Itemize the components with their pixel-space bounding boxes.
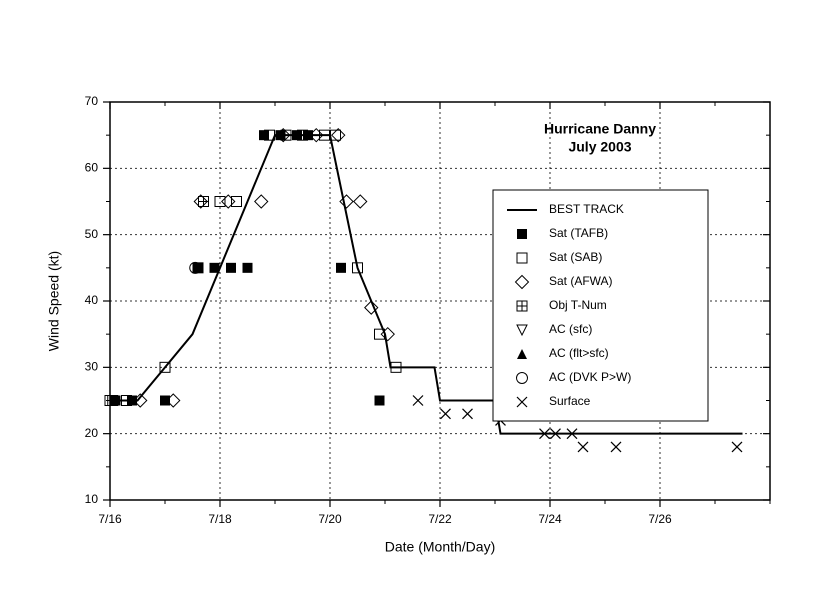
marker-filled-square <box>226 263 236 273</box>
svg-text:30: 30 <box>85 360 99 374</box>
svg-text:7/24: 7/24 <box>538 512 562 526</box>
marker-filled-square <box>375 396 385 406</box>
legend-label: AC (DVK P>W) <box>549 370 631 384</box>
svg-text:7/16: 7/16 <box>98 512 122 526</box>
legend: BEST TRACK Sat (TAFB) Sat (SAB) Sat (AFWA) O… <box>493 190 708 421</box>
svg-text:Date (Month/Day): Date (Month/Day) <box>385 539 495 555</box>
svg-text:7/22: 7/22 <box>428 512 452 526</box>
legend-label: Sat (AFWA) <box>549 274 613 288</box>
svg-text:20: 20 <box>85 426 99 440</box>
svg-text:7/26: 7/26 <box>648 512 672 526</box>
legend-label: BEST TRACK <box>549 202 624 216</box>
svg-text:60: 60 <box>85 161 99 175</box>
legend-label: Sat (TAFB) <box>549 226 608 240</box>
svg-text:7/20: 7/20 <box>318 512 342 526</box>
svg-text:Wind Speed (kt): Wind Speed (kt) <box>46 251 62 351</box>
marker-filled-square <box>210 263 220 273</box>
svg-text:40: 40 <box>85 293 99 307</box>
svg-text:50: 50 <box>85 227 99 241</box>
marker-filled-square <box>243 263 253 273</box>
legend-label: Surface <box>549 394 591 408</box>
svg-text:Hurricane Danny: Hurricane Danny <box>544 121 656 137</box>
marker-filled-square <box>160 396 170 406</box>
legend-label: Obj T-Num <box>549 298 607 312</box>
svg-text:7/18: 7/18 <box>208 512 232 526</box>
legend-label: Sat (SAB) <box>549 250 602 264</box>
legend-label: AC (flt>sfc) <box>549 346 609 360</box>
svg-text:July 2003: July 2003 <box>568 139 631 155</box>
wind-speed-chart: 7/16 7/18 7/20 7/22 7/24 7/26 10 20 30 40 50 60 70 Da… <box>0 0 831 592</box>
marker-filled-square <box>336 263 346 273</box>
marker-filled-square <box>517 229 527 239</box>
svg-text:70: 70 <box>85 94 99 108</box>
chart-container: 7/16 7/18 7/20 7/22 7/24 7/26 10 20 30 40 50 60 70 Da… <box>0 0 831 592</box>
legend-label: AC (sfc) <box>549 322 592 336</box>
svg-text:10: 10 <box>85 492 99 506</box>
